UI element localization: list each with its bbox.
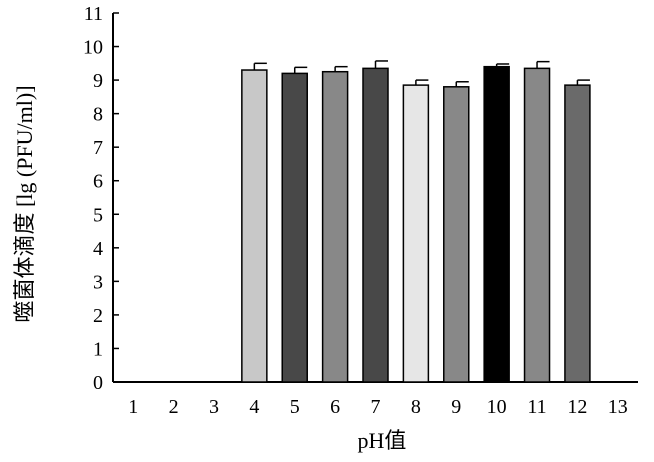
y-tick-label: 9 <box>93 70 103 92</box>
y-tick-label: 3 <box>93 271 103 293</box>
x-tick-label: 12 <box>567 396 587 418</box>
bar-ph-9 <box>443 86 470 383</box>
y-tick-label: 4 <box>93 238 103 260</box>
y-tick-label: 7 <box>93 137 103 159</box>
x-tick-label: 11 <box>527 396 546 418</box>
x-tick-label: 10 <box>487 396 507 418</box>
bar-ph-10 <box>483 65 510 383</box>
bar-ph-11 <box>523 67 551 383</box>
x-tick-label: 2 <box>169 396 179 418</box>
bar-ph-8 <box>402 84 430 383</box>
bar-ph-5 <box>281 72 308 383</box>
x-tick-label: 7 <box>371 396 381 418</box>
x-tick-label: 13 <box>608 396 628 418</box>
x-tick-label: 8 <box>411 396 421 418</box>
bar-ph-12 <box>564 84 591 383</box>
y-tick-label: 6 <box>93 171 103 193</box>
x-tick-label: 6 <box>330 396 340 418</box>
y-tick-label: 11 <box>84 3 103 25</box>
x-tick-label: 5 <box>290 396 300 418</box>
y-tick-label: 1 <box>93 338 103 360</box>
y-tick-label: 2 <box>93 305 103 327</box>
y-tick-label: 5 <box>93 204 103 226</box>
x-tick-label: 1 <box>128 396 138 418</box>
y-tick-label: 0 <box>93 372 103 394</box>
bar-ph-6 <box>321 70 349 383</box>
x-axis-title: pH值 <box>358 428 407 453</box>
x-tick-label: 4 <box>249 396 259 418</box>
x-tick-label: 3 <box>209 396 219 418</box>
y-axis-title: 噬菌体滴度 [lg (PFU/ml)] <box>12 85 37 322</box>
y-tick-label: 10 <box>83 37 103 59</box>
bar-ph-4 <box>241 69 268 383</box>
y-tick-label: 8 <box>93 104 103 126</box>
bar-ph-7 <box>362 67 389 383</box>
x-tick-label: 9 <box>451 396 461 418</box>
